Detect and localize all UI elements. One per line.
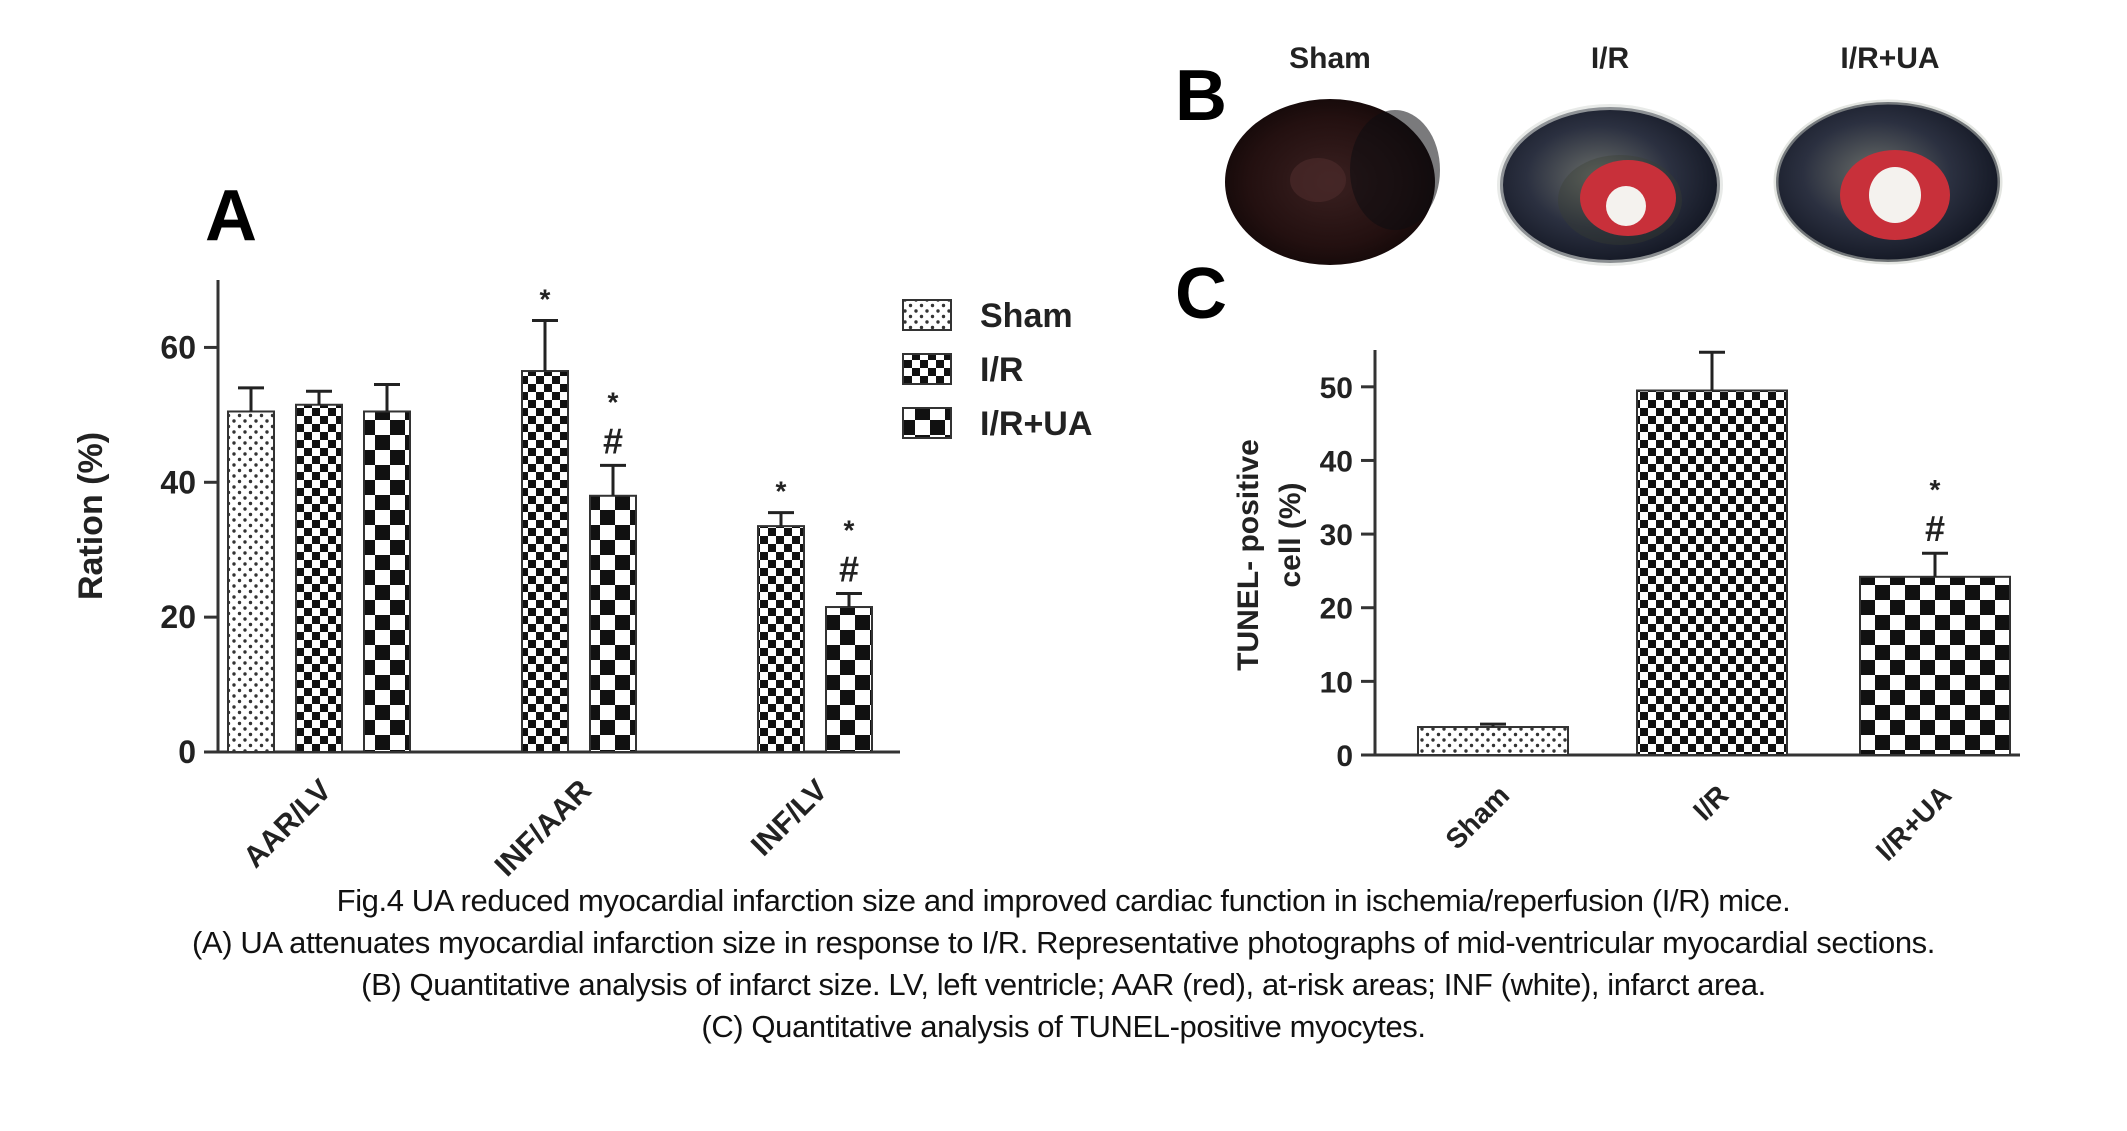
chart-a-bar-i-r: [521, 370, 569, 753]
chart-a-bar-i-r-ua: [363, 410, 411, 753]
chart-a-x-tick-label: INF/AAR: [489, 773, 599, 880]
chart-a-bar-sham: [227, 410, 275, 753]
caption-line-4: (C) Quantitative analysis of TUNEL-posit…: [701, 1009, 1426, 1044]
legend-label: Sham: [980, 297, 1073, 335]
chart-a-bar-annotation: *: [540, 283, 551, 314]
chart-c-y-tick-label: 50: [1320, 372, 1353, 405]
chart-c-bar-annotation: #: [1925, 508, 1945, 549]
legend-label: I/R+UA: [980, 405, 1092, 443]
heart-section-sham: [1225, 99, 1440, 265]
legend-swatch-i-r: [902, 353, 952, 385]
chart-c-bar-annotation: *: [1930, 474, 1941, 505]
chart-a-y-tick-label: 60: [160, 329, 196, 365]
chart-c-x-tick-label: Sham: [1439, 779, 1515, 855]
chart-c: 0 10 20 30 40 50 TUNEL- positive cell (%) Sham I/…: [1232, 350, 2020, 867]
chart-a-bar-i-r: [295, 403, 343, 753]
chart-c-x-tick-label: I/R: [1687, 779, 1734, 826]
chart-c-y-tick-label: 0: [1336, 740, 1353, 773]
chart-c-y-axis-label: TUNEL- positive: [1232, 439, 1265, 671]
heart-section-irua: [1773, 99, 2003, 265]
chart-a-y-axis-label: Ration (%): [72, 432, 110, 600]
panel-b-label: B: [1175, 56, 1227, 136]
section-label-sham: Sham: [1289, 42, 1371, 75]
section-label-ir: I/R: [1591, 42, 1630, 75]
chart-a-y-tick-label: 20: [160, 599, 196, 635]
chart-c-y-tick-label: 40: [1320, 445, 1353, 478]
chart-c-y-tick-label: 30: [1320, 519, 1353, 552]
panel-c-label: C: [1175, 254, 1227, 334]
caption-line-2: (A) UA attenuates myocardial infarction …: [192, 925, 1935, 960]
chart-c-bar-i-r: [1636, 389, 1788, 756]
chart-a-legend: Sham I/R I/R+UA: [902, 297, 1092, 443]
section-label-irua: I/R+UA: [1840, 42, 1939, 75]
caption-line-3: (B) Quantitative analysis of infarct siz…: [361, 967, 1766, 1002]
chart-a-y-tick-label: 0: [178, 734, 196, 770]
chart-c-x-tick-label: I/R+UA: [1870, 779, 1957, 866]
chart-c-y-axis-label: cell (%): [1274, 482, 1307, 587]
chart-a-x-tick-label: INF/LV: [745, 774, 834, 863]
panel-a-label: A: [205, 176, 257, 256]
chart-a-bar-i-r-ua: [589, 494, 637, 753]
chart-a-y-tick-label: 40: [160, 464, 196, 500]
chart-c-y-tick-label: 10: [1320, 666, 1353, 699]
chart-a-bar-i-r-ua: [825, 606, 873, 753]
chart-a-bar-annotation: #: [603, 420, 623, 461]
chart-a-bar-annotation: *: [844, 515, 855, 546]
legend-swatch-sham: [902, 299, 952, 331]
chart-a-x-tick-label: AAR/LV: [237, 774, 338, 875]
caption-line-1: Fig.4 UA reduced myocardial infarction s…: [336, 883, 1791, 918]
legend-label: I/R: [980, 351, 1023, 389]
chart-a-bar-annotation: *: [776, 476, 787, 507]
chart-c-y-tick-label: 20: [1320, 593, 1353, 626]
chart-a-bar-i-r: [757, 525, 805, 753]
chart-a-bar-annotation: #: [839, 549, 859, 590]
chart-c-bar-i-r-ua: [1859, 575, 2011, 756]
panel-b-photos: Sham I/R I/R+UA: [1225, 42, 2003, 266]
heart-section-ir: [1497, 104, 1723, 266]
figure-caption: Fig.4 UA reduced myocardial infarction s…: [0, 880, 2127, 1048]
chart-a-bar-annotation: *: [608, 386, 619, 417]
legend-swatch-i-r-ua: [902, 407, 952, 439]
chart-c-bar-sham: [1417, 726, 1569, 757]
